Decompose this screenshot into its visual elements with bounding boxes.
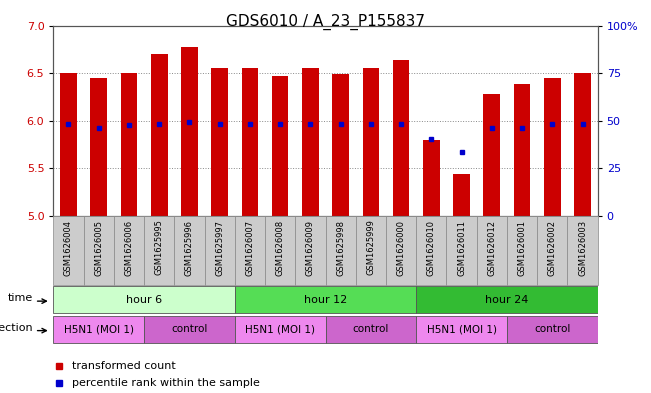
Bar [447,216,477,285]
Bar [393,60,409,216]
Bar [212,68,228,216]
Bar [90,78,107,216]
Bar [144,316,235,343]
Bar [296,216,326,285]
Bar [53,316,144,343]
Text: GSM1625999: GSM1625999 [367,220,376,275]
Text: control: control [534,324,570,334]
Text: GSM1626012: GSM1626012 [488,220,496,275]
Bar [453,174,470,216]
Bar [265,216,296,285]
Bar [302,68,319,216]
Bar [514,84,531,216]
Text: GDS6010 / A_23_P155837: GDS6010 / A_23_P155837 [226,14,425,30]
Bar [416,316,507,343]
Text: time: time [8,293,33,303]
Bar [53,216,83,285]
Text: GSM1626007: GSM1626007 [245,220,255,276]
Bar [181,46,198,216]
Bar [235,286,416,313]
Bar [386,216,416,285]
Bar [204,216,235,285]
Text: GSM1626011: GSM1626011 [457,220,466,275]
Text: GSM1626003: GSM1626003 [578,220,587,276]
Bar [507,316,598,343]
Text: control: control [171,324,208,334]
Bar [507,216,537,285]
Bar [60,73,77,216]
Bar [326,316,416,343]
Text: GSM1625996: GSM1625996 [185,220,194,275]
Text: H5N1 (MOI 1): H5N1 (MOI 1) [426,324,497,334]
Bar [235,316,326,343]
Bar [83,216,114,285]
Bar [416,216,447,285]
Text: GSM1626000: GSM1626000 [396,220,406,275]
Text: GSM1626002: GSM1626002 [547,220,557,275]
Text: GSM1626009: GSM1626009 [306,220,315,275]
Bar [332,74,349,216]
Text: infection: infection [0,323,33,332]
Bar [144,216,174,285]
Bar [574,73,591,216]
Text: GSM1626010: GSM1626010 [427,220,436,275]
Bar [174,216,204,285]
Bar [53,286,235,313]
Bar [423,140,439,216]
Text: hour 24: hour 24 [485,295,529,305]
Text: GSM1625997: GSM1625997 [215,220,224,275]
Bar [477,216,507,285]
Bar [120,73,137,216]
Bar [355,216,386,285]
Text: GSM1626004: GSM1626004 [64,220,73,275]
Text: percentile rank within the sample: percentile rank within the sample [72,378,260,387]
Bar [544,78,561,216]
Bar [114,216,144,285]
Bar [484,94,500,216]
Text: GSM1626008: GSM1626008 [275,220,284,276]
Bar [326,216,355,285]
Bar [568,216,598,285]
Bar [363,68,379,216]
Text: H5N1 (MOI 1): H5N1 (MOI 1) [64,324,133,334]
Text: GSM1626006: GSM1626006 [124,220,133,276]
Text: GSM1626005: GSM1626005 [94,220,104,275]
Text: hour 12: hour 12 [304,295,347,305]
Bar [537,216,568,285]
Text: hour 6: hour 6 [126,295,162,305]
Text: GSM1626001: GSM1626001 [518,220,527,275]
Text: GSM1625998: GSM1625998 [336,220,345,275]
Bar [151,54,167,216]
Bar [272,76,288,216]
Text: H5N1 (MOI 1): H5N1 (MOI 1) [245,324,315,334]
Bar [235,216,265,285]
Bar [242,68,258,216]
Bar [416,286,598,313]
Text: transformed count: transformed count [72,361,176,371]
Text: GSM1625995: GSM1625995 [155,220,163,275]
Text: control: control [353,324,389,334]
